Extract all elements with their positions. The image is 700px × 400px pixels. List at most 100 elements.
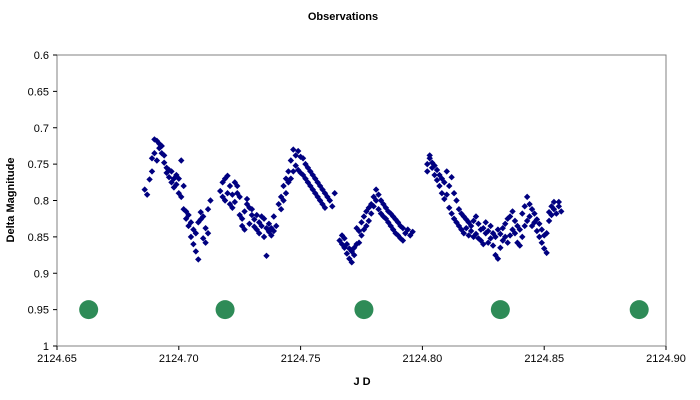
data-point-diamond <box>287 175 295 182</box>
data-point-diamond <box>170 184 178 191</box>
data-point-diamond <box>368 210 375 217</box>
data-point-diamond <box>260 215 268 222</box>
data-point-diamond <box>480 240 487 248</box>
data-point-diamond <box>372 197 380 204</box>
data-point-diamond <box>470 217 477 225</box>
data-point-circle <box>490 300 510 320</box>
y-tick-label: 0.75 <box>28 159 49 171</box>
data-point-diamond <box>158 142 165 150</box>
data-point-diamond <box>487 235 494 242</box>
data-point-diamond <box>248 206 256 213</box>
data-point-diamond <box>143 191 151 198</box>
data-point-diamond <box>548 211 555 219</box>
data-point-diamond <box>550 198 558 206</box>
data-point-diamond <box>363 222 370 230</box>
data-point-diamond <box>502 233 509 241</box>
data-point-diamond <box>234 182 241 190</box>
data-point-diamond <box>151 150 158 157</box>
data-point-diamond <box>484 239 492 246</box>
data-point-diamond <box>450 190 458 197</box>
data-point-diamond <box>243 195 251 203</box>
data-point-diamond <box>443 168 450 175</box>
data-point-diamond <box>241 226 248 233</box>
data-point-diamond <box>187 233 195 241</box>
data-point-diamond <box>438 190 446 197</box>
data-point-diamond <box>358 219 365 226</box>
data-point-diamond <box>180 182 187 190</box>
data-point-diamond <box>528 206 536 213</box>
data-point-diamond <box>504 239 511 246</box>
y-tick-label: 1 <box>43 341 49 353</box>
data-point-diamond <box>141 186 148 193</box>
data-point-diamond <box>545 217 553 225</box>
y-tick-label: 0.65 <box>28 86 49 98</box>
data-point-diamond <box>502 220 509 227</box>
data-point-diamond <box>178 157 185 164</box>
data-point-diamond <box>445 204 453 211</box>
data-point-diamond <box>543 230 550 237</box>
data-point-diamond <box>299 155 307 162</box>
data-point-diamond <box>224 172 231 179</box>
data-point-diamond <box>270 213 278 220</box>
data-point-diamond <box>433 176 441 184</box>
data-point-diamond <box>358 232 365 239</box>
data-point-diamond <box>204 206 212 213</box>
data-point-diamond <box>248 211 256 219</box>
data-point-diamond <box>558 208 565 215</box>
data-point-diamond <box>511 230 519 237</box>
data-point-diamond <box>506 232 514 239</box>
data-point-diamond <box>531 210 538 217</box>
data-point-diamond <box>541 245 548 252</box>
data-point-diamond <box>265 220 273 227</box>
data-point-diamond <box>533 216 541 223</box>
data-point-diamond <box>348 259 355 266</box>
data-point-diamond <box>229 191 236 198</box>
data-point-diamond <box>497 244 504 251</box>
data-point-diamond <box>436 182 443 190</box>
data-point-diamond <box>465 232 472 239</box>
data-point-diamond <box>375 206 382 213</box>
data-point-diamond <box>541 232 548 239</box>
data-point-diamond <box>226 182 234 190</box>
data-point-diamond <box>204 230 212 237</box>
data-point-diamond <box>409 228 416 235</box>
data-point-diamond <box>514 222 521 230</box>
data-point-diamond <box>251 216 258 223</box>
y-tick-label: 0.8 <box>34 196 49 208</box>
data-point-diamond <box>526 213 533 220</box>
y-axis-title: Delta Magnitude <box>5 158 17 243</box>
data-point-diamond <box>280 197 287 204</box>
data-point-diamond <box>304 179 312 186</box>
data-point-diamond <box>231 198 239 206</box>
data-point-diamond <box>506 213 514 220</box>
data-point-diamond <box>555 203 563 210</box>
data-point-diamond <box>431 162 438 169</box>
data-point-diamond <box>160 152 168 159</box>
data-point-diamond <box>221 197 229 204</box>
data-point-diamond <box>372 186 380 193</box>
data-point-circle <box>215 300 235 320</box>
data-point-diamond <box>467 222 475 230</box>
x-tick-label: 2124.70 <box>159 353 199 365</box>
data-point-diamond <box>424 168 431 175</box>
data-point-diamond <box>165 174 173 181</box>
data-point-diamond <box>519 233 526 241</box>
data-point-diamond <box>331 190 338 197</box>
data-point-diamond <box>523 193 531 201</box>
chart-title: Observations <box>308 11 378 23</box>
data-point-diamond <box>341 235 348 242</box>
data-point-diamond <box>484 227 492 235</box>
data-point-diamond <box>253 211 260 219</box>
data-point-diamond <box>433 166 441 174</box>
data-point-diamond <box>238 215 246 222</box>
data-point-diamond <box>375 191 382 198</box>
y-tick-label: 0.7 <box>34 123 49 135</box>
data-point-diamond <box>441 179 448 186</box>
data-point-diamond <box>543 249 550 257</box>
data-point-diamond <box>260 233 268 241</box>
data-point-diamond <box>480 224 487 232</box>
data-point-diamond <box>494 226 502 233</box>
data-point-diamond <box>241 208 248 215</box>
data-point-diamond <box>292 162 299 169</box>
data-point-diamond <box>224 190 231 197</box>
